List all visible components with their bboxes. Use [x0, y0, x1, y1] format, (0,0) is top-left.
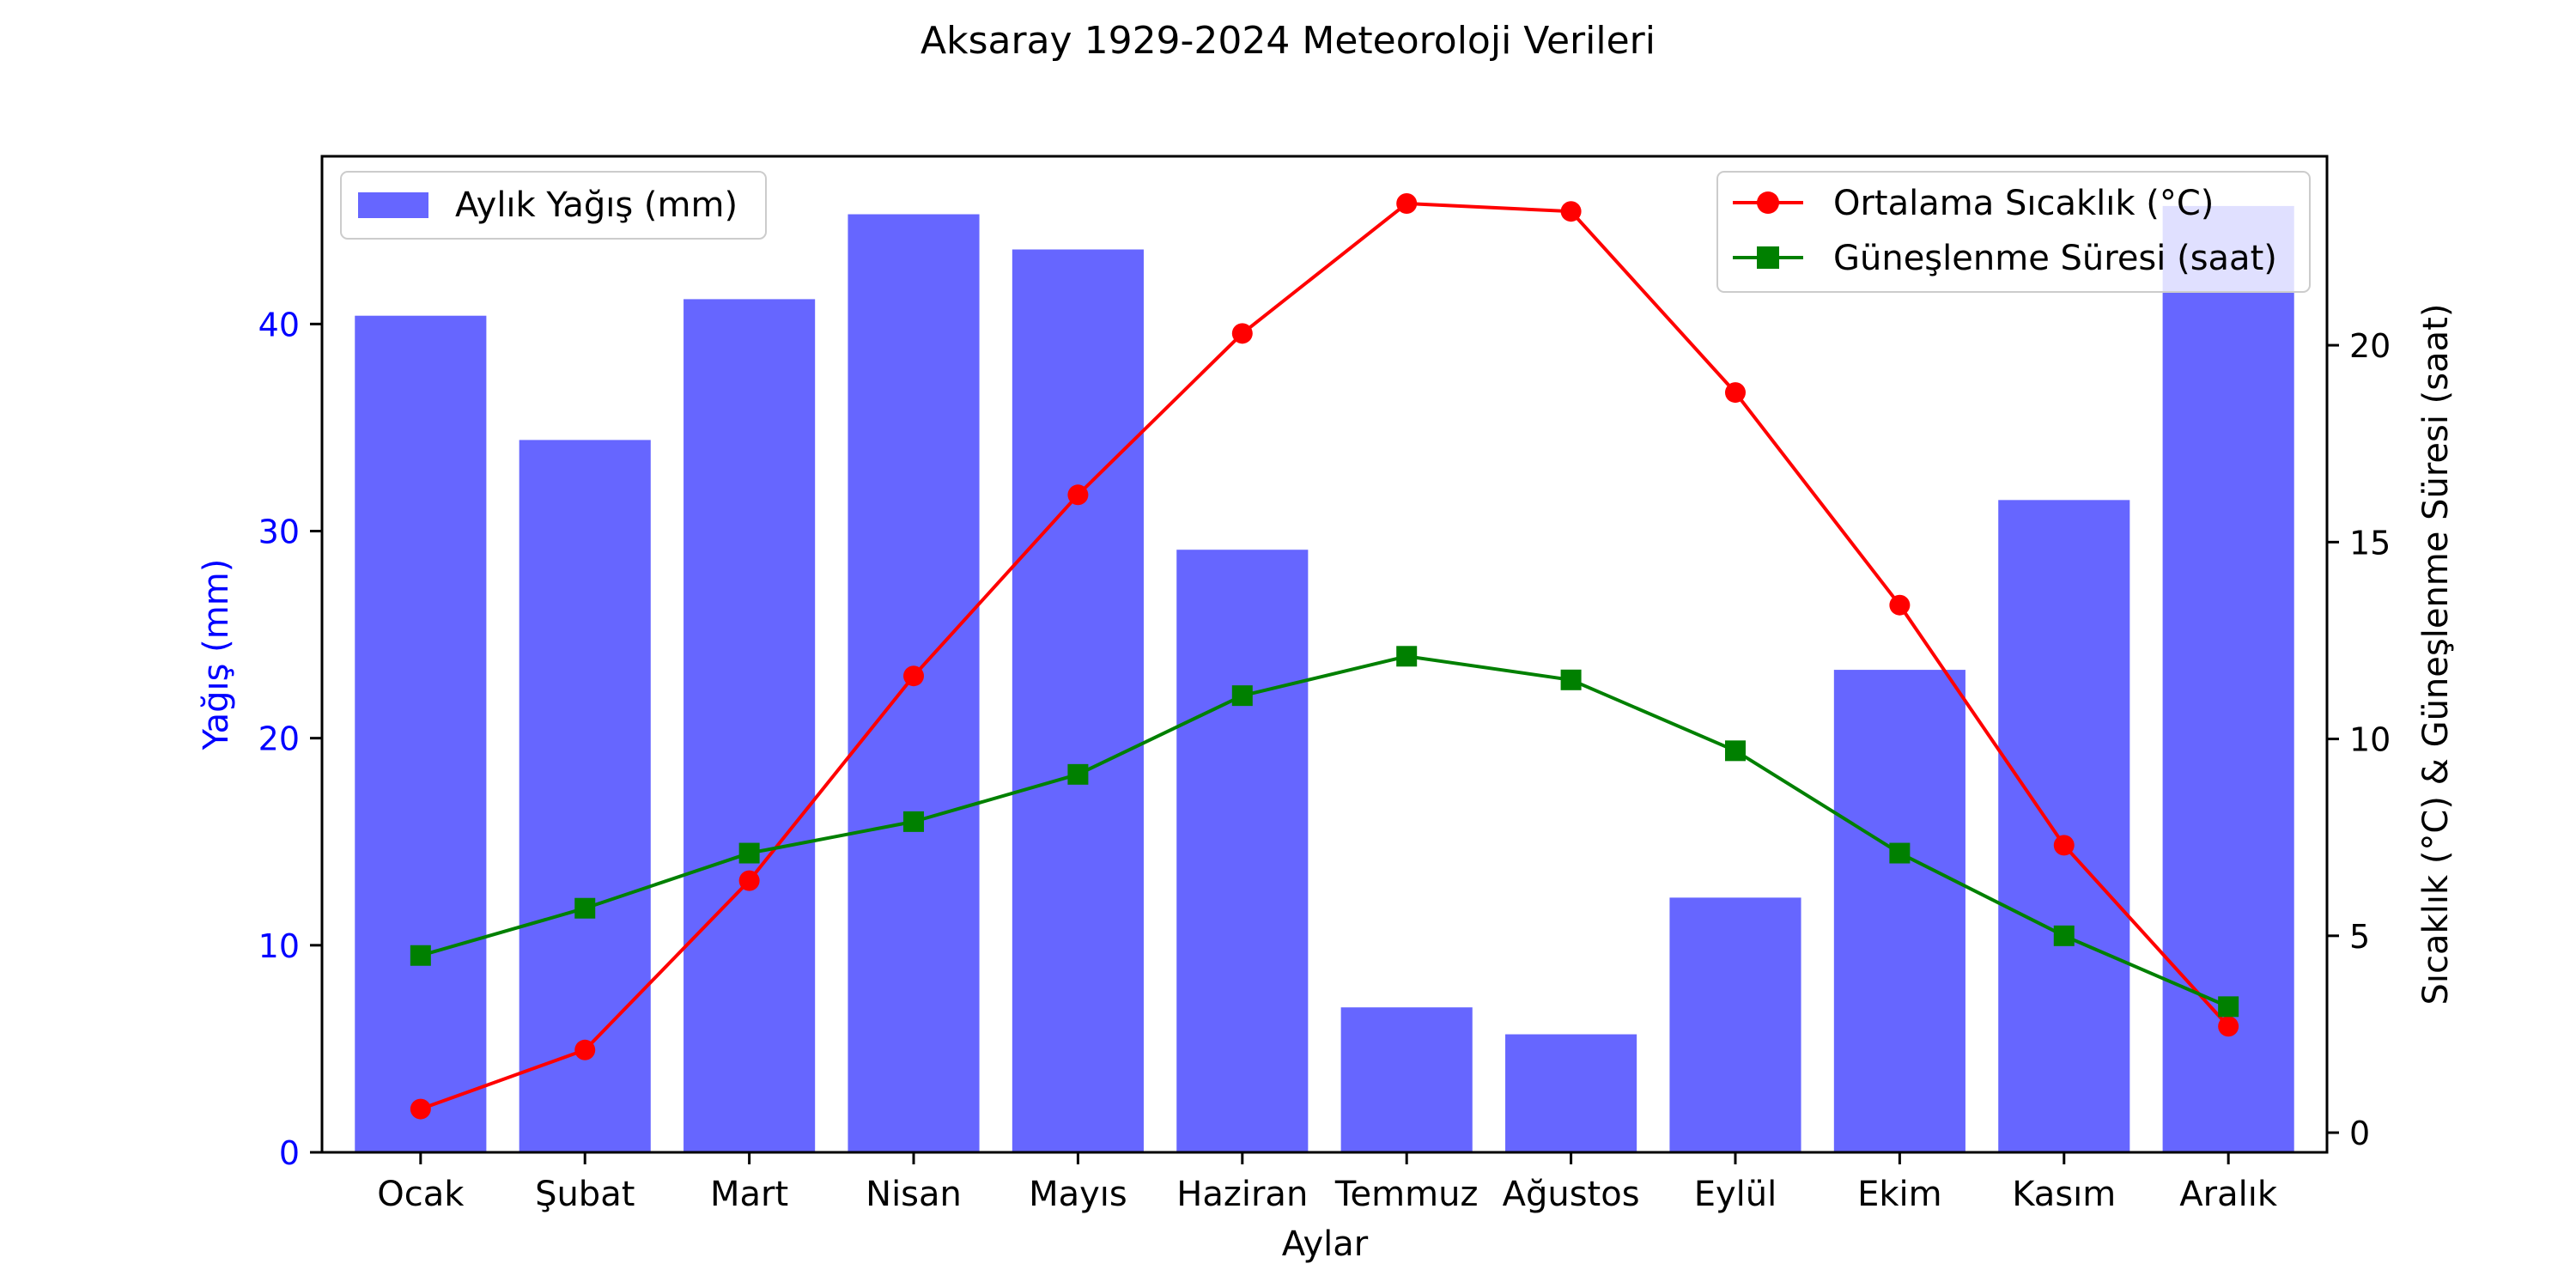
series-1-point-7 — [1396, 193, 1418, 215]
legend-left: Aylık Yağış (mm) — [340, 171, 767, 240]
right-tick-label: 5 — [2349, 918, 2370, 956]
right-axis-label: Sıcaklık (°C) & Güneşlenme Süresi (saat) — [2416, 304, 2456, 1005]
series-1-point-6 — [1231, 323, 1253, 344]
series-line-1 — [420, 202, 2230, 1111]
chart-title: Aksaray 1929-2024 Meteoroloji Verileri — [920, 19, 1656, 63]
x-tick-label: Nisan — [866, 1175, 962, 1214]
legend-right: Ortalama Sıcaklık (°C) Güneşlenme Süresi… — [1716, 171, 2311, 293]
x-tick-label: Aralık — [2179, 1175, 2278, 1214]
legend-bar-label: Aylık Yağış (mm) — [455, 185, 738, 225]
series-line-2 — [420, 654, 2229, 1009]
series-2-point-6 — [1231, 685, 1253, 707]
legend-right-box — [1716, 171, 2311, 293]
left-tick-label: 40 — [258, 306, 300, 343]
bar-10 — [1833, 670, 1965, 1152]
legend-sunshine-marker — [1757, 246, 1779, 269]
series-1-point-9 — [1724, 382, 1746, 404]
series-2-point-4 — [903, 811, 925, 832]
bar-6 — [1176, 550, 1309, 1152]
x-tick-label: Mart — [710, 1175, 788, 1214]
series-2-point-8 — [1560, 669, 1582, 690]
series-1-point-4 — [903, 665, 925, 687]
series-2-point-9 — [1724, 740, 1746, 762]
left-axis-label: Yağış (mm) — [197, 559, 236, 751]
x-tick-label: Ocak — [377, 1175, 465, 1214]
bar-2 — [519, 440, 651, 1152]
right-axis: 0 5 10 15 20 — [2327, 327, 2391, 1152]
legend-bar-swatch — [358, 192, 428, 218]
series-2-point-11 — [2053, 925, 2075, 946]
x-tick-label: Kasım — [2012, 1175, 2116, 1214]
x-axis: Ocak Şubat Mart Nisan Mayıs Haziran Temmuz Ağus… — [377, 1152, 2278, 1214]
right-tick-label: 15 — [2349, 524, 2391, 562]
legend-left-box — [340, 171, 767, 240]
x-axis-label: Aylar — [1282, 1224, 1369, 1264]
legend-sunshine-label: Güneşlenme Süresi (saat) — [1833, 239, 2277, 278]
series-2-point-3 — [738, 842, 760, 864]
left-tick-label: 30 — [258, 513, 300, 551]
x-tick-label: Şubat — [535, 1175, 635, 1214]
x-tick-label: Temmuz — [1334, 1175, 1479, 1214]
bar-9 — [1669, 897, 1801, 1152]
legend-temperature-marker — [1757, 191, 1779, 214]
bar-11 — [1998, 500, 2130, 1152]
x-tick-label: Eylül — [1694, 1175, 1777, 1214]
x-tick-label: Ekim — [1857, 1175, 1942, 1214]
bar-7 — [1340, 1007, 1473, 1152]
plot-frame — [320, 155, 2329, 1154]
bar-12 — [2162, 205, 2294, 1153]
right-tick-label: 20 — [2349, 327, 2391, 365]
x-tick-label: Ağustos — [1503, 1175, 1640, 1214]
series-2-point-7 — [1396, 646, 1418, 667]
bar-8 — [1505, 1034, 1637, 1152]
bar-5 — [1012, 249, 1144, 1152]
bar-3 — [683, 299, 816, 1152]
series-1-point-8 — [1560, 201, 1582, 222]
left-axis: 0 10 20 30 40 — [258, 306, 322, 1172]
legend-temperature-label: Ortalama Sıcaklık (°C) — [1833, 184, 2214, 223]
series-1-point-5 — [1067, 484, 1089, 506]
left-tick-label: 0 — [279, 1134, 300, 1172]
series-1-point-2 — [574, 1039, 596, 1060]
series-1-point-1 — [410, 1098, 431, 1120]
x-tick-label: Mayıs — [1029, 1175, 1127, 1214]
left-tick-label: 20 — [258, 720, 300, 758]
right-tick-label: 10 — [2349, 721, 2391, 759]
x-tick-label: Haziran — [1176, 1175, 1308, 1214]
line-series — [410, 193, 2239, 1120]
bar-1 — [355, 315, 487, 1152]
right-tick-label: 0 — [2349, 1115, 2370, 1152]
series-2-point-5 — [1067, 763, 1089, 785]
series-1-point-3 — [738, 870, 760, 891]
series-1-point-10 — [1889, 594, 1911, 616]
series-1-point-11 — [2053, 835, 2075, 856]
series-2-point-2 — [574, 897, 596, 919]
series-2-point-10 — [1889, 842, 1911, 864]
series-2-point-1 — [410, 945, 431, 966]
series-2-point-12 — [2218, 996, 2239, 1018]
series-1-point-12 — [2218, 1016, 2239, 1037]
left-tick-label: 10 — [258, 927, 300, 965]
